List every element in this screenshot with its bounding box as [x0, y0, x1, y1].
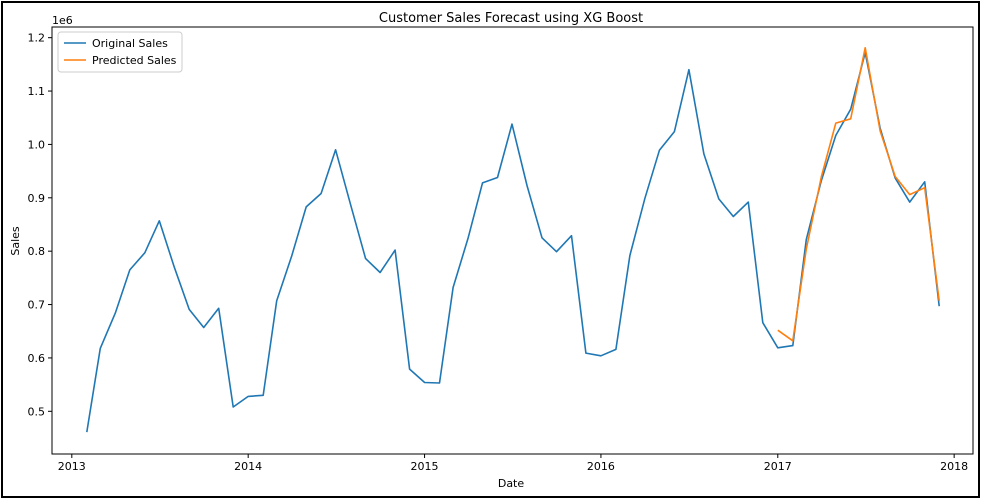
y-tick-label: 1.2 — [28, 32, 46, 45]
y-axis: 0.5 0.6 0.7 0.8 0.9 1.0 1.1 1.2 — [28, 32, 52, 418]
chart-title: Customer Sales Forecast using XG Boost — [379, 11, 643, 26]
x-tick-label: 2017 — [764, 460, 792, 473]
x-tick-label: 2018 — [940, 460, 968, 473]
series-line-original-sales — [86, 51, 940, 433]
x-tick-label: 2015 — [411, 460, 439, 473]
y-tick-label: 0.9 — [28, 192, 46, 205]
legend-label-predicted-sales: Predicted Sales — [92, 54, 177, 67]
series-line-predicted-sales — [777, 46, 940, 342]
y-axis-title: Sales — [9, 226, 22, 256]
y-tick-label: 0.6 — [28, 352, 46, 365]
x-tick-label: 2016 — [587, 460, 615, 473]
x-tick-label: 2013 — [58, 460, 86, 473]
plot-area — [51, 26, 974, 455]
y-tick-label: 1.0 — [28, 138, 46, 151]
y-tick-label: 0.8 — [28, 245, 46, 258]
y-tick-label: 0.5 — [28, 405, 46, 418]
legend-label-original-sales: Original Sales — [92, 37, 168, 50]
x-axis: 2013 2014 2015 2016 2017 2018 — [58, 454, 968, 473]
y-tick-label: 1.1 — [28, 85, 46, 98]
legend-box — [57, 31, 183, 73]
x-tick-label: 2014 — [234, 460, 262, 473]
y-tick-label: 0.7 — [28, 299, 46, 312]
y-axis-offset-label: 1e6 — [52, 14, 73, 27]
series-layer — [86, 46, 940, 433]
x-axis-title: Date — [498, 477, 525, 490]
legend: Original Sales Predicted Sales — [57, 31, 183, 73]
